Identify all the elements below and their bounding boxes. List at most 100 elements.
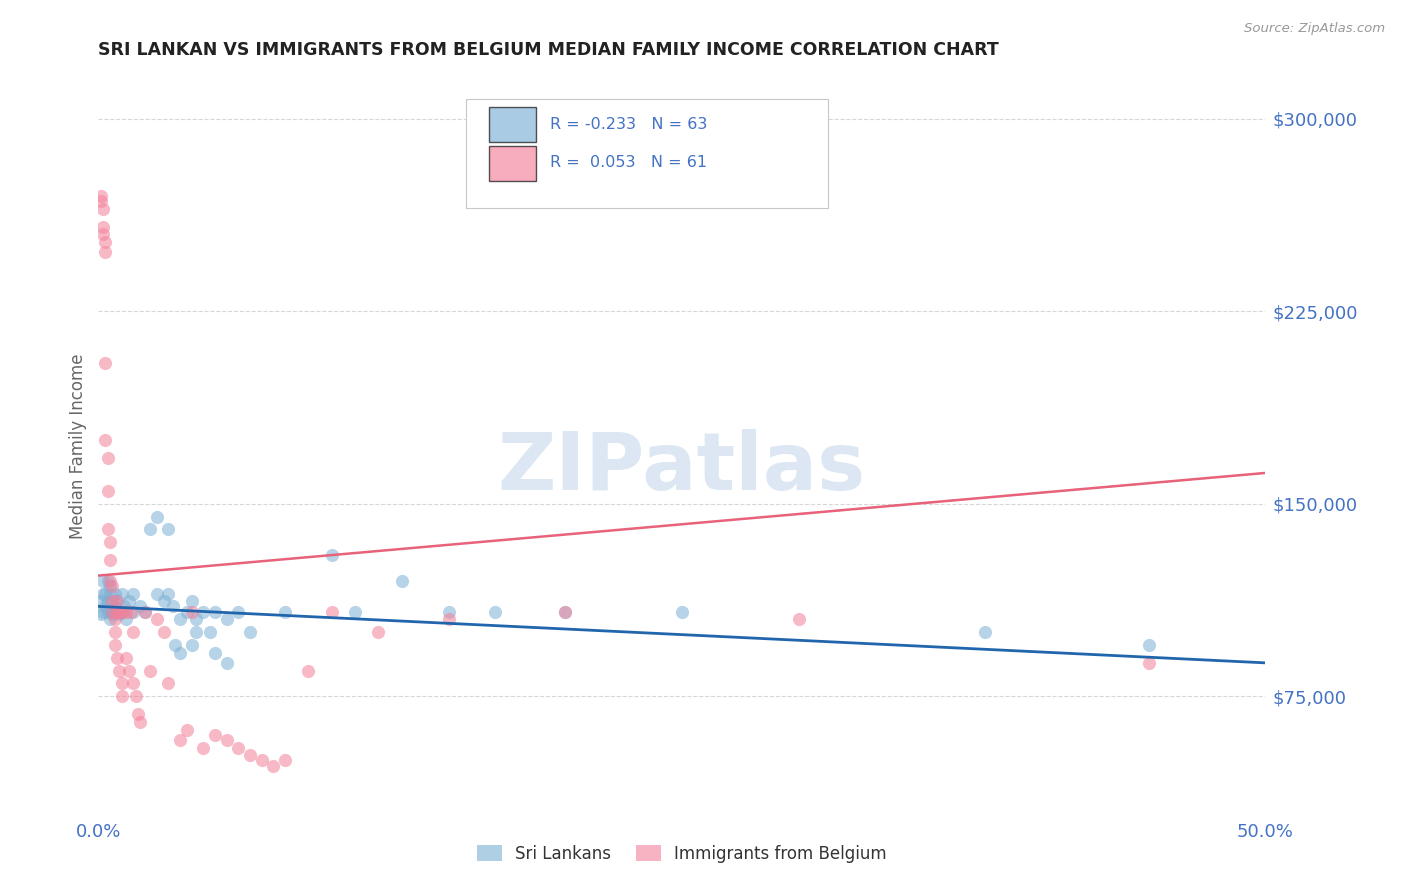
- Point: [97, 594, 120, 608]
- Point: [367, 625, 389, 640]
- Point: [165, 638, 187, 652]
- Point: [437, 605, 460, 619]
- Point: [91, 605, 114, 619]
- Point: [101, 579, 124, 593]
- Point: [1137, 638, 1160, 652]
- Point: [157, 676, 180, 690]
- Point: [134, 605, 156, 619]
- Point: [193, 740, 215, 755]
- Point: [111, 605, 134, 619]
- Point: [104, 612, 127, 626]
- Point: [146, 509, 169, 524]
- Point: [139, 523, 162, 537]
- Point: [239, 748, 262, 763]
- Point: [91, 574, 114, 588]
- Point: [321, 548, 343, 562]
- Point: [90, 194, 112, 208]
- FancyBboxPatch shape: [465, 99, 828, 209]
- Text: ZIPatlas: ZIPatlas: [498, 429, 866, 507]
- Point: [129, 599, 152, 614]
- Y-axis label: Median Family Income: Median Family Income: [69, 353, 87, 539]
- Point: [1137, 656, 1160, 670]
- Point: [122, 676, 145, 690]
- Point: [97, 523, 120, 537]
- Point: [101, 605, 124, 619]
- Point: [104, 599, 127, 614]
- Point: [215, 732, 238, 747]
- Point: [228, 605, 250, 619]
- Text: Source: ZipAtlas.com: Source: ZipAtlas.com: [1244, 22, 1385, 36]
- Point: [146, 586, 169, 600]
- Point: [111, 605, 134, 619]
- Point: [105, 605, 128, 619]
- Point: [90, 607, 112, 621]
- Point: [90, 188, 112, 202]
- Point: [200, 625, 222, 640]
- Point: [391, 574, 413, 588]
- Point: [94, 586, 117, 600]
- Point: [554, 605, 576, 619]
- Point: [122, 605, 145, 619]
- Point: [115, 612, 138, 626]
- Point: [105, 650, 128, 665]
- Point: [169, 612, 191, 626]
- Point: [97, 574, 120, 588]
- Point: [787, 612, 810, 626]
- Point: [180, 638, 202, 652]
- Point: [139, 664, 162, 678]
- Point: [104, 625, 127, 640]
- Point: [274, 605, 297, 619]
- Point: [105, 594, 128, 608]
- FancyBboxPatch shape: [489, 146, 536, 181]
- Point: [262, 758, 284, 772]
- Point: [97, 450, 120, 465]
- Point: [98, 579, 121, 593]
- Legend: Sri Lankans, Immigrants from Belgium: Sri Lankans, Immigrants from Belgium: [470, 838, 894, 869]
- Point: [204, 605, 226, 619]
- Point: [297, 664, 319, 678]
- Point: [111, 586, 134, 600]
- Text: SRI LANKAN VS IMMIGRANTS FROM BELGIUM MEDIAN FAMILY INCOME CORRELATION CHART: SRI LANKAN VS IMMIGRANTS FROM BELGIUM ME…: [98, 41, 1000, 59]
- Point: [122, 586, 145, 600]
- Point: [176, 723, 198, 737]
- Point: [134, 605, 156, 619]
- Point: [97, 483, 120, 498]
- Point: [111, 690, 134, 704]
- Point: [91, 586, 114, 600]
- Point: [186, 612, 208, 626]
- Point: [101, 594, 124, 608]
- Point: [157, 523, 180, 537]
- Point: [118, 664, 141, 678]
- FancyBboxPatch shape: [489, 107, 536, 143]
- Point: [127, 707, 149, 722]
- Point: [162, 599, 184, 614]
- Point: [98, 553, 121, 567]
- Point: [122, 625, 145, 640]
- Point: [169, 732, 191, 747]
- Point: [111, 676, 134, 690]
- Point: [157, 586, 180, 600]
- Point: [115, 650, 138, 665]
- Point: [215, 612, 238, 626]
- Point: [118, 594, 141, 608]
- Point: [180, 605, 202, 619]
- Point: [91, 202, 114, 216]
- Point: [204, 646, 226, 660]
- Point: [98, 612, 121, 626]
- Point: [98, 586, 121, 600]
- Point: [152, 625, 174, 640]
- Point: [97, 605, 120, 619]
- Point: [98, 574, 121, 588]
- Point: [101, 607, 124, 621]
- Point: [129, 714, 152, 729]
- Point: [228, 740, 250, 755]
- Point: [105, 605, 128, 619]
- Point: [671, 605, 693, 619]
- Point: [91, 227, 114, 242]
- Point: [250, 753, 273, 767]
- Point: [112, 599, 135, 614]
- Point: [101, 605, 124, 619]
- Point: [186, 625, 208, 640]
- Point: [108, 605, 131, 619]
- Point: [344, 605, 367, 619]
